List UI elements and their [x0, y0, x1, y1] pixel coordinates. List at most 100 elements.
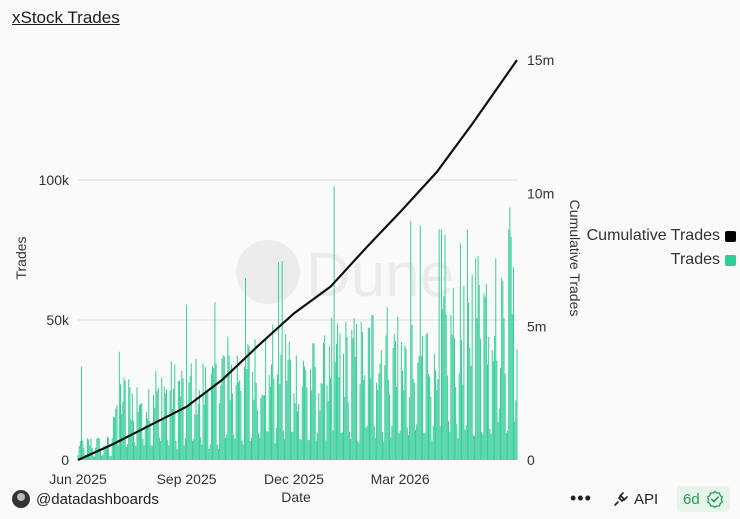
trade-bar-2025-06-20 [99, 449, 101, 460]
trade-bar-2025-12-26 [322, 342, 324, 460]
trade-bar-2026-01-29 [363, 380, 365, 460]
trade-bar-2025-10-13 [235, 384, 237, 460]
trade-bar-2025-10-25 [249, 440, 251, 460]
trade-bar-2025-07-04 [116, 405, 118, 460]
trade-bar-2026-05-16 [489, 428, 491, 460]
trade-bar-2025-09-26 [215, 363, 217, 460]
trade-bar-2026-06-06 [514, 421, 516, 460]
trade-bar-2026-05-14 [487, 364, 488, 460]
trade-bar-2026-02-15 [383, 441, 385, 460]
trade-bar-2026-01-17 [348, 431, 350, 460]
more-options-button[interactable]: ••• [570, 488, 592, 508]
trade-bar-2025-10-14 [236, 355, 238, 460]
trade-bar-2025-07-27 [143, 445, 145, 460]
trade-bar-2026-03-06 [405, 348, 407, 460]
trade-bar-2026-01-15 [346, 336, 348, 460]
refresh-age-badge[interactable]: 6d [677, 486, 730, 512]
legend: Cumulative Trades Trades [570, 224, 736, 272]
trade-bar-2025-08-03 [151, 445, 153, 460]
trade-bar-2025-12-29 [326, 385, 328, 460]
legend-swatch-trades [725, 254, 736, 266]
trade-bar-2025-11-07 [265, 338, 267, 460]
trade-bar-2026-04-18 [456, 424, 458, 460]
trade-bar-2025-08-29 [182, 378, 184, 460]
author-link[interactable]: @datadashboards [12, 490, 159, 508]
trade-bar-2025-09-16 [203, 404, 205, 460]
trade-bar-2026-06-05 [512, 267, 514, 460]
trade-bar-2025-11-03 [260, 397, 262, 460]
trade-bar-2025-10-31 [256, 410, 258, 460]
trade-bar-2025-06-12 [90, 438, 92, 460]
api-button[interactable]: API [612, 490, 658, 508]
legend-item-trades[interactable]: Trades [570, 248, 736, 272]
trade-bar-2025-12-07 [300, 439, 302, 460]
trade-bar-2026-05-24 [498, 408, 500, 460]
footer: @datadashboards ••• API 6d [0, 486, 740, 516]
trade-bar-2026-03-28 [431, 440, 433, 460]
trade-bar-2026-04-07 [443, 296, 445, 460]
trade-bar-2026-04-23 [462, 384, 464, 460]
trade-bar-2026-02-17 [385, 335, 387, 460]
trade-bar-2025-07-30 [147, 418, 149, 460]
trade-bar-2025-11-06 [263, 395, 265, 460]
y-axis-title: Trades [13, 236, 29, 279]
trade-bar-2026-03-20 [422, 335, 424, 460]
trade-bar-2026-01-25 [358, 442, 360, 460]
trade-bar-2025-12-21 [317, 432, 319, 460]
trade-bar-2026-01-04 [333, 186, 335, 460]
trade-bar-2025-11-27 [288, 341, 290, 460]
trade-bar-2025-08-13 [163, 386, 165, 460]
trade-bar-2025-08-10 [160, 440, 162, 460]
trade-bar-2025-09-18 [206, 393, 208, 460]
trade-bar-2026-05-25 [500, 367, 501, 460]
trade-bar-2025-06-24 [104, 446, 106, 460]
trade-bar-2025-10-19 [242, 444, 244, 460]
chart-title[interactable]: xStock Trades [12, 8, 120, 27]
trade-bar-2025-10-01 [221, 358, 223, 460]
legend-label-trades: Trades [670, 251, 720, 268]
trade-bar-2026-04-02 [437, 379, 439, 460]
trade-bar-2025-11-10 [268, 374, 270, 460]
trade-bar-2025-06-10 [88, 439, 90, 460]
trade-bar-2025-12-31 [328, 345, 330, 460]
trade-bar-2025-08-19 [170, 361, 172, 460]
trade-bar-2025-08-28 [181, 370, 183, 460]
trade-bar-2025-11-12 [271, 364, 273, 460]
trade-bar-2025-08-24 [176, 449, 178, 460]
trade-bar-2025-10-29 [254, 339, 256, 460]
trade-bar-2025-12-12 [306, 387, 308, 460]
trade-bar-2025-10-07 [228, 355, 230, 460]
trade-bar-2025-07-17 [131, 393, 133, 460]
trade-bar-2025-09-12 [199, 390, 201, 460]
legend-item-cumulative[interactable]: Cumulative Trades [570, 224, 736, 248]
trade-bar-2026-05-28 [503, 318, 505, 460]
trade-bar-2025-08-05 [154, 407, 156, 460]
trade-bar-2026-06-08 [516, 349, 518, 460]
trade-bar-2026-01-13 [344, 396, 346, 460]
trade-bar-2026-02-23 [392, 348, 394, 460]
trade-bar-2026-04-16 [453, 338, 455, 460]
trade-bar-2025-12-20 [315, 440, 317, 460]
trade-bar-2025-10-23 [247, 344, 249, 460]
legend-label-cumulative: Cumulative Trades [586, 227, 720, 244]
trade-bar-2026-05-20 [494, 336, 496, 460]
trade-bar-2025-10-12 [234, 438, 236, 460]
trade-bar-2025-06-30 [111, 438, 113, 460]
trade-bar-2025-11-02 [259, 437, 261, 460]
trade-bar-2026-03-18 [419, 225, 421, 460]
trade-bar-2026-04-28 [468, 302, 470, 460]
trade-bar-2026-04-04 [439, 426, 441, 460]
trade-bar-2025-07-24 [140, 403, 142, 460]
y2-axis-title: Cumulative Trades [567, 200, 583, 317]
trade-bar-2025-08-12 [162, 420, 164, 460]
trade-bar-2025-08-17 [168, 445, 170, 460]
trade-bar-2026-03-12 [412, 379, 414, 460]
trade-bar-2025-06-28 [109, 456, 111, 460]
trade-bar-2026-05-09 [481, 432, 483, 460]
trade-bar-2025-10-15 [238, 382, 239, 460]
trade-bar-2025-12-16 [311, 390, 313, 460]
trade-bar-2025-10-09 [230, 364, 232, 460]
trade-bar-2026-04-03 [438, 229, 440, 460]
trade-bar-2025-09-08 [194, 414, 196, 460]
trade-bar-2025-06-23 [103, 445, 105, 460]
